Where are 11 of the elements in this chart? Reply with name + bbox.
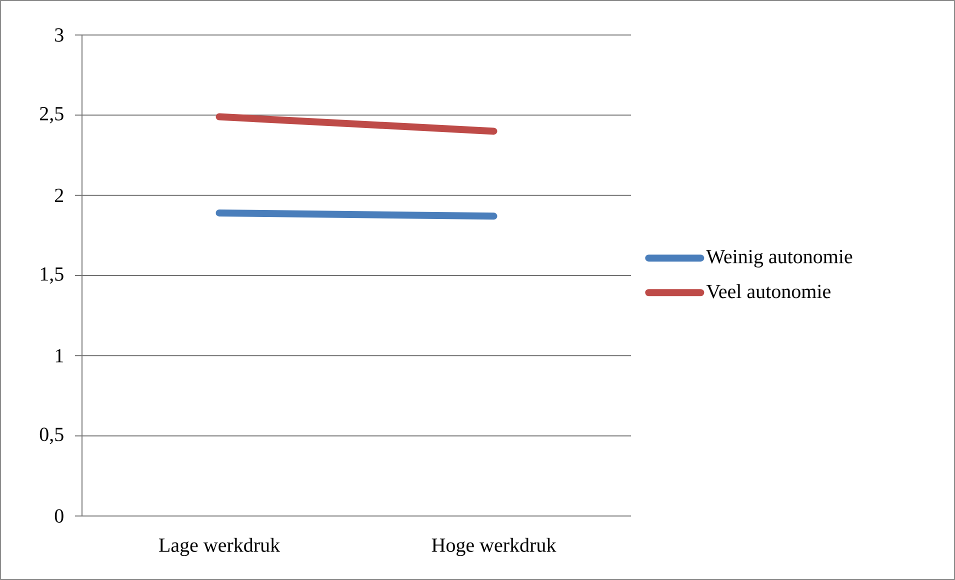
y-tick-label: 0 [54, 509, 64, 523]
y-tick-label: 3 [55, 28, 64, 42]
legend-label: Veel autonomie [706, 284, 830, 298]
x-tick-label: Lage werkdruk [159, 538, 280, 556]
y-tick-label: 2,5 [40, 106, 64, 124]
legend-label: Weinig autonomie [706, 250, 852, 268]
y-tick-label: 0,5 [40, 428, 64, 444]
y-tick-label: 1 [56, 349, 63, 362]
y-tick-label: 2 [55, 188, 64, 202]
y-tick-label: 1,5 [40, 267, 64, 284]
x-tick-label: Hoge werkdruk [432, 538, 556, 556]
